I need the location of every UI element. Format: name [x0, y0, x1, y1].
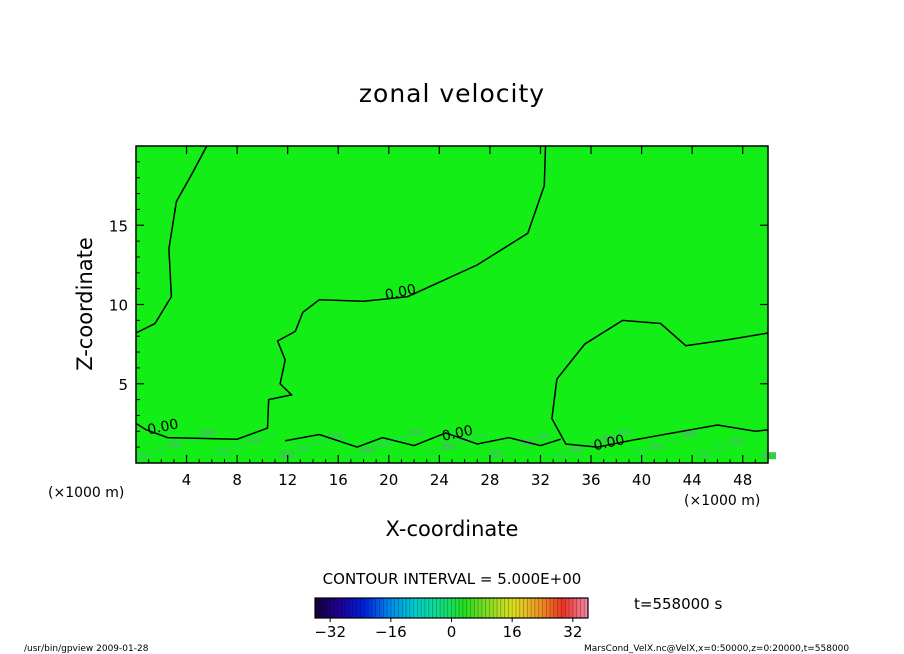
- footer-right: MarsCond_VelX.nc@VelX,x=0:50000,z=0:2000…: [584, 644, 849, 654]
- plot-area: 0.000.00 0.00 0.00 4 8 12 16 20 24 28 32 36 40 44 48 …: [109, 145, 777, 489]
- colorbar-tick-label: −32: [314, 623, 346, 641]
- contour-labels: 0.00 0.00 0.00 0.00: [146, 282, 626, 455]
- contour-interval-label: CONTOUR INTERVAL = 5.000E+00: [323, 570, 582, 588]
- y-tick-label: 15: [109, 217, 128, 235]
- field-patch: [649, 442, 664, 450]
- y-axis-label: Z-coordinate: [73, 237, 97, 371]
- x-tick-label: 8: [232, 471, 242, 489]
- x-tick-label: 16: [329, 471, 348, 489]
- field-patch: [312, 438, 327, 446]
- field-patch: [697, 450, 712, 458]
- contour-line: [551, 319, 769, 448]
- field-patch: [168, 440, 183, 448]
- x-tick-label: 24: [430, 471, 449, 489]
- field-patch: [553, 452, 568, 460]
- y-tick-label: 5: [118, 376, 128, 394]
- field-patch: [344, 452, 359, 460]
- field-patch: [617, 428, 632, 436]
- contour-lines: [135, 145, 769, 448]
- x-tick-label: 4: [182, 471, 192, 489]
- field-patch: [713, 444, 728, 452]
- contour-line: [135, 145, 208, 334]
- velocity-field: [136, 146, 768, 463]
- field-patch: [665, 436, 680, 444]
- colorbar-ticks: −32 −16 0 16 32: [314, 618, 582, 641]
- field-patch: [392, 434, 407, 442]
- contour-line: [135, 145, 547, 440]
- field-patch: [248, 437, 263, 445]
- contour-label: 0.00: [146, 416, 180, 438]
- field-patch: [473, 430, 488, 438]
- field-patch: [280, 450, 295, 458]
- field-patch: [746, 432, 761, 440]
- x-tick-label: 48: [733, 471, 752, 489]
- field-patch: [569, 446, 584, 454]
- field-patch: [489, 450, 504, 458]
- x-tick-label: 12: [278, 471, 297, 489]
- x-tick-label: 32: [531, 471, 550, 489]
- field-patch: [424, 448, 439, 456]
- y-tick-label: 10: [109, 297, 128, 315]
- contour-label: 0.00: [592, 432, 626, 454]
- field-patch: [762, 452, 777, 460]
- field-patch: [152, 446, 167, 454]
- x-tick-label: 28: [480, 471, 499, 489]
- field-patch: [328, 433, 343, 441]
- field-patch: [408, 429, 423, 437]
- colorbar: [314, 597, 589, 619]
- field-patch: [200, 429, 215, 437]
- field-patch: [505, 444, 520, 452]
- x-unit-left: (×1000 m): [48, 485, 124, 501]
- x-tick-label: 36: [581, 471, 600, 489]
- x-tick-label: 40: [632, 471, 651, 489]
- colorbar-gradient: [315, 598, 588, 618]
- chart-title: zonal velocity: [359, 79, 545, 108]
- field-patch: [601, 434, 616, 442]
- field-patch: [537, 432, 552, 440]
- y-axis-ticks: 5 10 15: [109, 161, 768, 448]
- field-patch: [376, 440, 391, 448]
- field-patch: [360, 446, 375, 454]
- field-patch: [633, 448, 648, 456]
- colorbar-tick-label: 0: [447, 623, 457, 641]
- x-unit-right: (×1000 m): [684, 493, 760, 509]
- x-axis-ticks: 4 8 12 16 20 24 28 32 36 40 44 48: [148, 146, 756, 489]
- field-patch: [729, 438, 744, 446]
- field-patch: [216, 448, 231, 456]
- field-patch: [232, 442, 247, 450]
- field-patch: [441, 442, 456, 450]
- footer-left: /usr/bin/gpview 2009-01-28: [24, 644, 149, 654]
- contour-label: 0.00: [384, 282, 418, 304]
- x-tick-label: 20: [379, 471, 398, 489]
- field-patch: [136, 452, 150, 460]
- x-tick-label: 44: [683, 471, 702, 489]
- colorbar-tick-label: 32: [563, 623, 582, 641]
- time-label: t=558000 s: [634, 595, 722, 613]
- contour-line: [285, 432, 561, 448]
- field-patch: [296, 444, 311, 452]
- colorbar-tick-label: −16: [375, 623, 407, 641]
- contour-label: 0.00: [441, 423, 475, 445]
- colorbar-tick-label: 16: [503, 623, 522, 641]
- field-patch: [264, 431, 279, 439]
- field-patch: [681, 430, 696, 438]
- field-patch: [457, 436, 472, 444]
- field-patch: [585, 440, 600, 448]
- near-surface-patches: [136, 428, 777, 460]
- x-axis-label: X-coordinate: [386, 517, 519, 541]
